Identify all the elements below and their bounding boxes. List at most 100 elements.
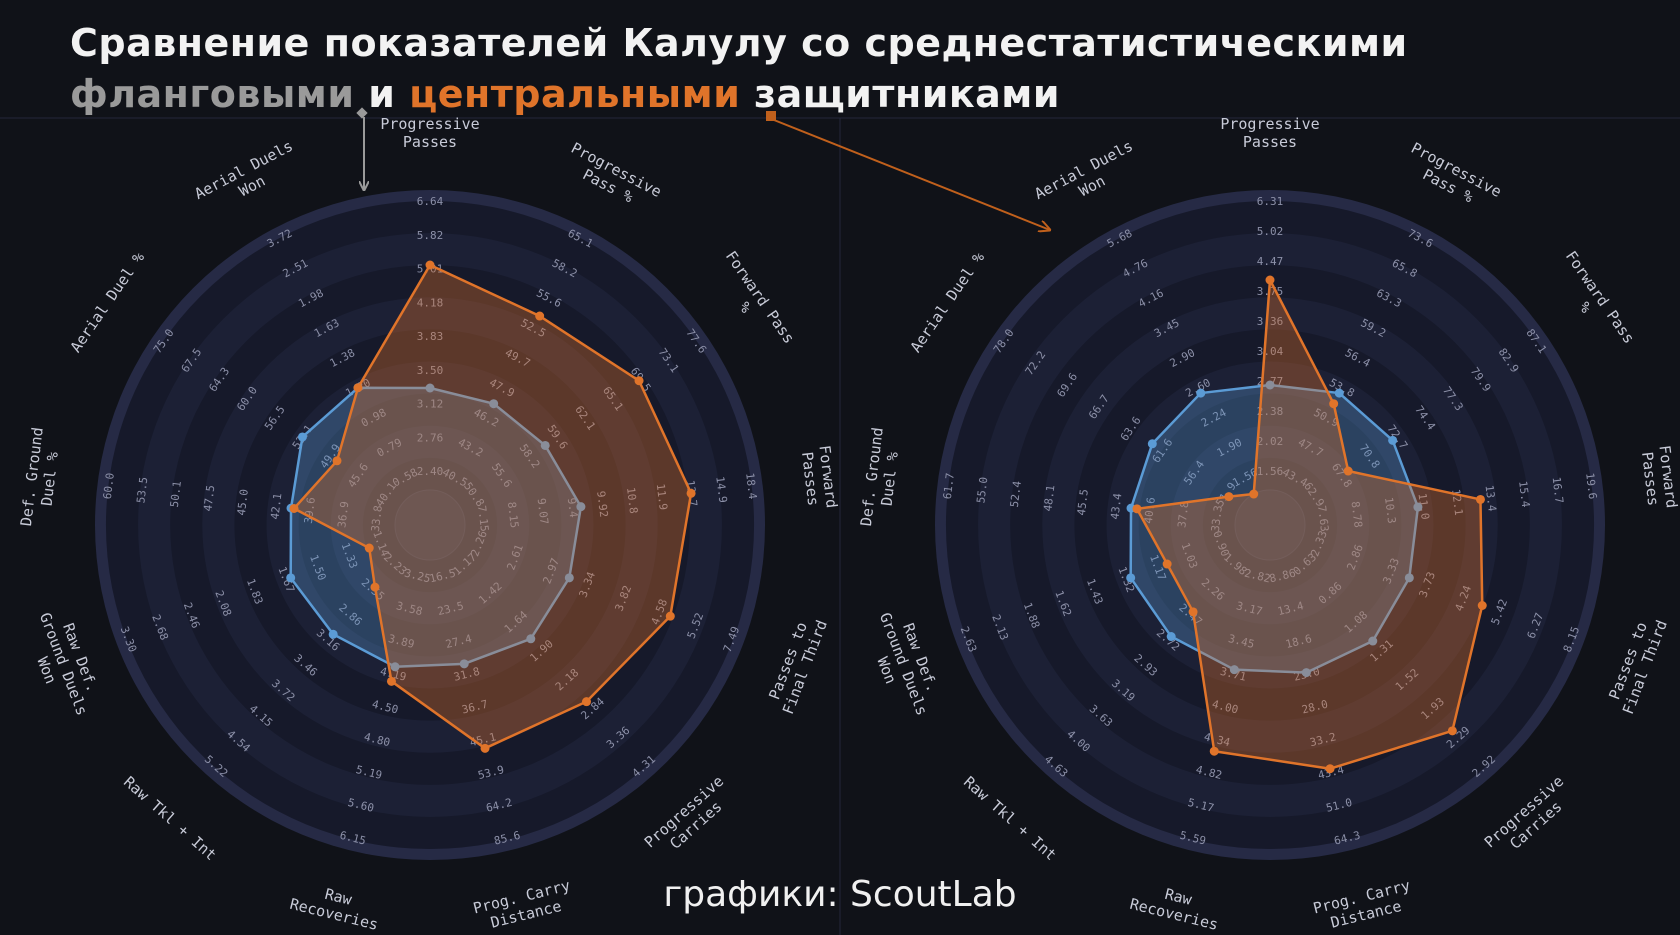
radar-tick-label: 5.02: [1257, 225, 1284, 238]
average-series-point: [526, 634, 536, 644]
radar-tick-label: 48.1: [1041, 484, 1057, 512]
radar-tick-label: 10.8: [624, 487, 640, 515]
average-series-point: [1404, 573, 1414, 583]
radar-axis-label-line: Raw Tkl + Int: [120, 773, 220, 864]
radar-tick-label: 6.15: [338, 829, 367, 848]
radar-tick-label: 33.3: [1209, 505, 1225, 533]
radar-axis-label: ProgressiveCarries: [641, 772, 739, 865]
title-line-2: фланговыми и центральными защитниками: [70, 69, 1570, 120]
title-wingbacks-word: фланговыми: [70, 72, 355, 116]
radar-tick-label: 85.6: [493, 829, 522, 848]
radar-axis-label: Progressive Passes: [1220, 115, 1319, 151]
radar-tick-label: 4.82: [1195, 763, 1224, 782]
player-series-point: [1249, 489, 1259, 499]
average-series-point: [1265, 380, 1275, 390]
player-series-point: [665, 611, 675, 621]
radar-tick-label: 5.17: [1186, 796, 1215, 815]
radar-axis-label-line: Raw Tkl + Int: [960, 773, 1060, 864]
radar-tick-label: 14.9: [713, 476, 729, 504]
radar-tick-label: 15.4: [1516, 480, 1532, 508]
player-series-point: [425, 260, 435, 270]
radar-axis-label: ForwardPasses: [797, 444, 840, 511]
player-series-point: [370, 582, 380, 592]
player-series-point: [1343, 466, 1353, 476]
radar-axis-label: Aerial Duel %: [907, 249, 989, 356]
radar-tick-label: 13.4: [1276, 599, 1305, 618]
radar-tick-label: 45.5: [1075, 488, 1091, 516]
radar-tick-label: 3.89: [387, 632, 416, 651]
radar-tick-label: 52.4: [1008, 480, 1024, 508]
radar-tick-label: 51.0: [1325, 796, 1354, 815]
average-series-point: [390, 662, 400, 672]
player-series-point: [1224, 492, 1234, 502]
radar-tick-label: 8.86: [1268, 566, 1297, 585]
average-series-point: [1147, 439, 1157, 449]
radar-axis-label-line: %: [1575, 299, 1595, 317]
radar-tick-label: 31.8: [452, 665, 481, 684]
radar-tick-label: 2.38: [1257, 405, 1284, 418]
average-series-point: [1388, 435, 1398, 445]
radar-tick-label: 27.4: [444, 632, 473, 651]
player-series-point: [1475, 494, 1485, 504]
radar-axis-label: Forward Pass%: [1547, 247, 1638, 357]
radar-tick-label: 2.02: [1257, 435, 1284, 448]
radar-tick-label: 4.34: [1203, 730, 1232, 749]
radar-axis-label-line: Passes: [403, 133, 457, 151]
radar-axis-label-line: Progressive: [380, 115, 479, 133]
radar-axis-label-line: Forward Pass: [722, 247, 798, 346]
average-series-area: [289, 386, 583, 669]
player-series-point: [535, 311, 545, 321]
radar-axis-label: Progressive Passes: [380, 115, 479, 151]
radar-tick-label: 8.15: [505, 501, 521, 529]
orange-pointer-arrow: [766, 111, 1050, 230]
radar-tick-label: 4.50: [371, 698, 400, 717]
radar-tick-label: 10.3: [1382, 496, 1398, 524]
title-centrebacks-word: центральными: [409, 72, 741, 116]
radar-tick-label: 3.45: [1227, 632, 1256, 651]
radar-axis-label: Aerial DuelsWon: [1031, 137, 1144, 219]
radar-axis-label-line: Progressive: [1220, 115, 1319, 133]
radar-axis-label: ProgressivePass %: [560, 139, 665, 217]
radar-tick-label: 45.1: [469, 730, 498, 749]
page-title: Сравнение показателей Калулу со среднест…: [70, 18, 1570, 120]
player-series-point: [353, 383, 363, 393]
player-series-point: [480, 743, 490, 753]
radar-axis-label: Raw Def.Ground DuelsWon: [859, 604, 948, 724]
average-series-point: [1368, 636, 1378, 646]
average-series-point: [1126, 573, 1136, 583]
radar-tick-label: 4.80: [363, 730, 392, 749]
radar-tick-label: 45.0: [235, 488, 251, 516]
radar-tick-label: 9.92: [594, 490, 610, 518]
radar-tick-label: 13.4: [1483, 484, 1499, 512]
radar-center: [1234, 489, 1306, 561]
player-series-point: [1209, 746, 1219, 756]
radar-tick-label: 6.31: [1257, 195, 1284, 208]
radar-axis-label: Aerial DuelsWon: [191, 137, 304, 219]
player-series-point: [1162, 559, 1172, 569]
radar-tick-label: 18.6: [1284, 632, 1313, 651]
radar-axis-label: Aerial Duel %: [67, 249, 149, 356]
player-series-point: [332, 456, 342, 466]
radar-axis-label-line: Aerial Duel %: [907, 249, 989, 356]
radar-tick-label: 23.5: [436, 599, 465, 618]
radar-axis-label-line: Passes: [1243, 133, 1297, 151]
title-line-1: Сравнение показателей Калулу со среднест…: [70, 21, 1408, 65]
radar-tick-label: 28.0: [1300, 698, 1329, 717]
radar-center: [394, 489, 466, 561]
radar-tick-label: 3.25: [403, 566, 432, 585]
radar-tick-label: 33.8: [369, 505, 385, 533]
title-connector: и: [354, 72, 410, 116]
radar-tick-label: 9.4: [565, 497, 580, 519]
radar-chart-centrebacks: 1.562.022.382.773.043.363.754.475.026.31…: [857, 115, 1680, 934]
radar-axis-label: Passes toFinal Third: [1602, 611, 1671, 717]
player-series-point: [289, 503, 299, 513]
radar-tick-label: 43.4: [1108, 492, 1124, 520]
radar-tick-label: 4.19: [379, 665, 408, 684]
radar-axis-label: Def. GroundDuel %: [17, 426, 65, 529]
player-series-point: [686, 488, 696, 498]
radar-tick-label: 16.5: [428, 566, 457, 585]
player-series-point: [1188, 607, 1198, 617]
radar-tick-label: 53.5: [134, 476, 150, 504]
radar-axis-label: ProgressiveCarries: [1481, 772, 1579, 865]
